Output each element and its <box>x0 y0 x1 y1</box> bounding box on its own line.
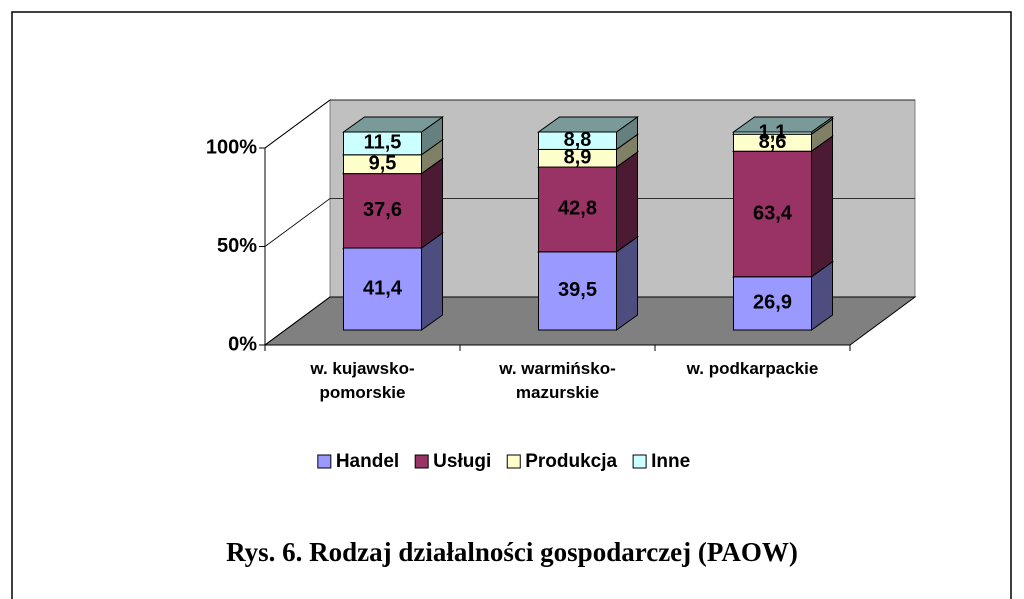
data-label: 41,4 <box>363 277 403 299</box>
bar-segment <box>538 251 617 331</box>
bar-top <box>731 116 835 133</box>
data-label: 9,5 <box>369 152 397 174</box>
data-label: 37,6 <box>363 199 402 221</box>
bar-side <box>616 235 638 331</box>
data-label: 8,8 <box>564 129 592 151</box>
data-label: 1,1 <box>759 121 787 143</box>
frame <box>11 11 1012 599</box>
bar-side <box>616 151 638 253</box>
legend-label: Produkcja <box>525 451 617 472</box>
x-tick-label: w. kujawsko-pomorskie <box>310 359 415 402</box>
bar-side <box>421 232 443 331</box>
bar-side <box>811 135 833 278</box>
data-label: 63,4 <box>753 202 793 224</box>
chart-title: Rys. 6. Rodzaj działalności gospodarczej… <box>226 537 798 567</box>
x-tick-label: w. podkarpackie <box>686 359 819 378</box>
grid-line <box>264 198 915 247</box>
bar-segment <box>733 276 812 331</box>
data-label: 8,9 <box>564 147 592 169</box>
bar-top <box>341 116 445 133</box>
y-tick-label: 50% <box>217 235 257 257</box>
legend-label: Usługi <box>433 451 491 472</box>
legend-swatch <box>506 454 521 469</box>
data-label: 8,6 <box>759 131 787 153</box>
bar-top <box>536 116 640 133</box>
legend-label: Handel <box>336 451 399 472</box>
data-label: 11,5 <box>364 132 402 154</box>
bar-segment <box>538 166 617 253</box>
legend-label: Inne <box>651 451 690 472</box>
legend-swatch <box>632 454 647 469</box>
legend-swatch <box>317 454 332 469</box>
x-tick-label: w. warmińsko-mazurskie <box>499 359 616 402</box>
y-tick-label: 0% <box>228 333 257 355</box>
legend-swatch <box>414 454 429 469</box>
bar-segment <box>343 173 422 249</box>
data-label: 42,8 <box>558 198 597 220</box>
data-label: 26,9 <box>753 292 792 314</box>
data-label: 39,5 <box>558 279 597 301</box>
grid-line <box>264 296 915 346</box>
bar-side <box>421 157 443 249</box>
y-tick-label: 100% <box>206 136 257 158</box>
grid-line <box>264 99 915 149</box>
